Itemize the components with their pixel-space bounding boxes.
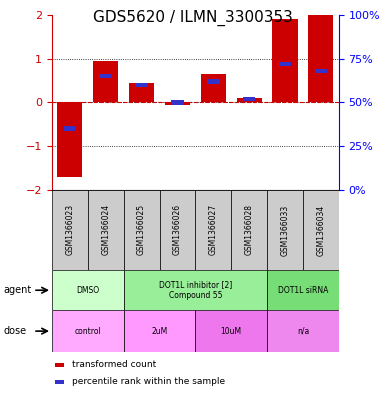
Bar (129, 83, 154, 102)
Bar (267, 190, 303, 270)
Bar (267, 270, 339, 310)
Text: transformed count: transformed count (72, 360, 156, 369)
Text: agent: agent (4, 285, 32, 295)
Text: GSM1366028: GSM1366028 (244, 204, 254, 255)
Text: GDS5620 / ILMN_3300353: GDS5620 / ILMN_3300353 (92, 10, 293, 26)
Text: 2uM: 2uM (151, 327, 167, 336)
Bar (207, 79, 219, 84)
Bar (171, 100, 184, 105)
Bar (88, 190, 124, 270)
Bar (57, 102, 82, 177)
Text: 10uM: 10uM (221, 327, 242, 336)
Bar (124, 190, 159, 270)
Bar (273, 19, 298, 102)
Bar (308, 15, 333, 102)
Text: GSM1366026: GSM1366026 (173, 204, 182, 255)
Text: control: control (74, 327, 101, 336)
Bar (52, 270, 124, 310)
Bar (136, 83, 148, 87)
Bar (237, 98, 262, 102)
Text: percentile rank within the sample: percentile rank within the sample (72, 377, 225, 386)
Bar (231, 190, 267, 270)
Bar (93, 61, 118, 102)
Text: GSM1366027: GSM1366027 (209, 204, 218, 255)
Bar (165, 102, 190, 105)
Bar (55, 364, 64, 367)
Text: GSM1366033: GSM1366033 (281, 204, 290, 255)
Text: DOT1L siRNA: DOT1L siRNA (278, 286, 328, 295)
Bar (279, 62, 291, 66)
Bar (159, 190, 195, 270)
Bar (124, 310, 195, 352)
Text: DMSO: DMSO (76, 286, 99, 295)
Text: GSM1366024: GSM1366024 (101, 204, 110, 255)
Text: GSM1366025: GSM1366025 (137, 204, 146, 255)
Bar (64, 127, 76, 131)
Bar (267, 310, 339, 352)
Text: GSM1366023: GSM1366023 (65, 204, 74, 255)
Bar (303, 190, 339, 270)
Bar (52, 310, 124, 352)
Text: DOT1L inhibitor [2]
Compound 55: DOT1L inhibitor [2] Compound 55 (159, 281, 232, 300)
Bar (52, 190, 88, 270)
Bar (195, 310, 267, 352)
Bar (243, 97, 255, 101)
Bar (315, 69, 327, 73)
Bar (124, 270, 267, 310)
Text: dose: dose (4, 326, 27, 336)
Bar (99, 74, 112, 78)
Text: n/a: n/a (297, 327, 309, 336)
Bar (195, 190, 231, 270)
Bar (201, 74, 226, 102)
Text: GSM1366034: GSM1366034 (316, 204, 325, 255)
Bar (55, 380, 64, 384)
